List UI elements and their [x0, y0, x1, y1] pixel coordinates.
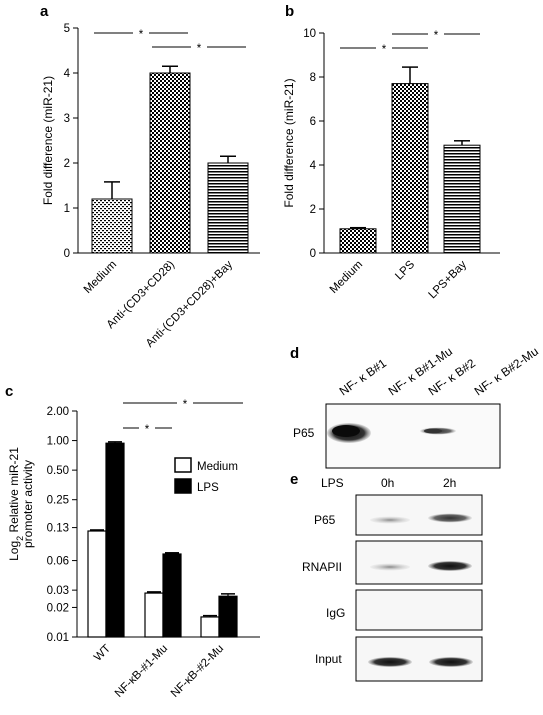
- y-tick-label: 10: [303, 28, 316, 40]
- y-tick-label: 2: [310, 204, 316, 216]
- blot-e-condition-label: LPS: [321, 476, 344, 490]
- bar-lps: [162, 553, 182, 638]
- x-tick-label: LPS: [393, 258, 417, 282]
- panel-letter-e: e: [290, 471, 298, 488]
- bar: [391, 83, 429, 254]
- bar: [443, 144, 481, 254]
- blot-d-band-nfkb1-core: [332, 425, 360, 437]
- blot-d-lane-label: NF- κ B#1: [337, 356, 390, 399]
- y-tick-label: 2: [64, 158, 70, 170]
- y-tick-label: 8: [310, 72, 316, 84]
- bar: [207, 162, 249, 254]
- blot-e-row-label: P65: [314, 513, 336, 527]
- blot-d-lane-label: NF- κ B#2-Mu: [472, 344, 541, 398]
- significance-star: *: [183, 399, 188, 411]
- legend-label: LPS: [197, 482, 219, 494]
- y-tick-label: 2.00: [47, 406, 69, 418]
- blot-e-time-2h: 2h: [443, 476, 456, 490]
- legend-swatch: [174, 478, 192, 494]
- y-axis-label: Log2 Relative miR-21: [7, 447, 25, 561]
- y-tick-label: 4: [64, 68, 71, 80]
- y-axis-label: Fold difference (miR-21): [41, 76, 55, 205]
- significance-star: *: [145, 424, 150, 436]
- y-tick-label: 0: [64, 248, 70, 260]
- y-tick-label: 0.25: [47, 495, 69, 507]
- panel-letter-c: c: [5, 383, 13, 400]
- blot-e-band-p65-2h: [428, 513, 472, 523]
- y-tick-label: 3: [64, 113, 70, 125]
- blot-e: LPS 0h 2h P65 RNAPII IgG Input: [302, 476, 483, 682]
- blot-d-row-label: P65: [293, 426, 315, 440]
- bar-medium: [144, 592, 164, 638]
- blot-d-band-nfkb2-core: [424, 428, 442, 434]
- bar: [149, 72, 191, 254]
- y-tick-label: 0.03: [47, 585, 69, 597]
- x-tick-label: LPS+Bay: [426, 258, 469, 301]
- panel-letter-a: a: [40, 3, 49, 20]
- blot-e-band-rnapii-2h: [428, 561, 472, 571]
- significance-star: *: [197, 43, 202, 55]
- bar: [339, 228, 377, 254]
- blot-e-band-rnapii-0h: [370, 563, 410, 571]
- x-tick-label: Medium: [82, 259, 119, 296]
- chart-c: 2.00 1.00 0.50 0.25 0.13 0.06 0.03 0.02 0.01 Log2…: [7, 399, 260, 700]
- blot-e-band-p65-0h: [370, 516, 410, 524]
- y-tick-label: 4: [310, 160, 317, 172]
- blot-e-row-label: IgG: [326, 606, 345, 620]
- bar-medium: [200, 616, 220, 638]
- y-tick-label: 6: [310, 116, 316, 128]
- y-tick-label: 1.00: [47, 436, 69, 448]
- y-tick-label: 0.06: [47, 556, 69, 568]
- x-tick-label: Medium: [328, 259, 365, 296]
- x-tick-label: NF-κB-#2-Mu: [169, 643, 226, 700]
- blot-d: NF- κ B#1 NF- κ B#1-Mu NF- κ B#2 NF- κ B…: [293, 344, 541, 469]
- x-tick-label: NF-κB-#1-Mu: [113, 643, 170, 700]
- bar-medium: [87, 530, 107, 638]
- blot-e-row-label: Input: [315, 652, 342, 666]
- significance-star: *: [434, 30, 439, 42]
- blot-e-frame-igg: [355, 589, 483, 631]
- y-axis-label: Fold difference (miR-21): [282, 78, 296, 207]
- blot-e-band-input-0h: [368, 657, 412, 667]
- bar-lps: [105, 442, 125, 638]
- legend-label: Medium: [197, 461, 238, 473]
- significance-star: *: [382, 44, 387, 56]
- y-axis-label-line2: promoter activity: [21, 460, 35, 548]
- bar-lps: [218, 595, 238, 638]
- y-tick-label: 0: [310, 248, 316, 260]
- x-tick-label: WT: [92, 643, 113, 664]
- y-tick-label: 0.01: [47, 632, 69, 644]
- blot-e-band-input-2h: [429, 657, 473, 667]
- bar: [91, 198, 133, 254]
- chart-b: 0 2 4 6 8 10 Fold difference (miR-21) Medium LPS…: [282, 28, 500, 301]
- legend-swatch: [174, 457, 192, 473]
- panel-letter-d: d: [290, 345, 299, 362]
- y-tick-label: 0.13: [47, 523, 69, 535]
- blot-e-row-label: RNAPII: [302, 560, 342, 574]
- y-tick-label: 0.50: [47, 465, 69, 477]
- panel-letter-b: b: [285, 3, 294, 20]
- y-tick-label: 1: [64, 203, 70, 215]
- y-tick-label: 0.02: [47, 602, 69, 614]
- blot-e-time-0h: 0h: [381, 476, 394, 490]
- significance-star: *: [139, 29, 144, 41]
- y-tick-label: 5: [64, 23, 70, 35]
